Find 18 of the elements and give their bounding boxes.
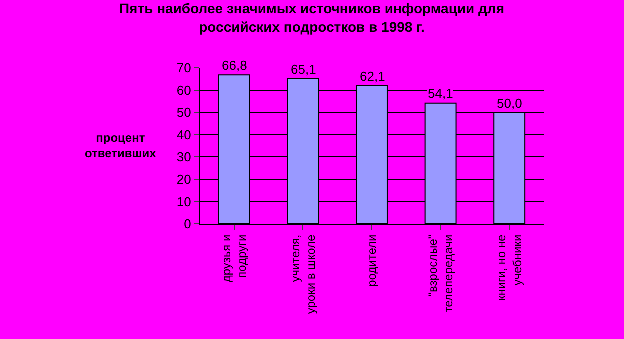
y-tick-label: 40 <box>176 127 192 142</box>
data-label: 50,0 <box>497 96 522 111</box>
y-axis-title: процент ответивших <box>85 131 157 161</box>
x-tick-label: друзья и подруги <box>220 234 250 283</box>
data-label: 62,1 <box>360 69 386 84</box>
data-label: 66,8 <box>222 58 248 73</box>
chart-title: Пять наиболее значимых источников информации для российских подростков в 1998 г. <box>119 0 505 35</box>
y-tick-label: 0 <box>184 216 192 232</box>
y-tick-label: 10 <box>176 194 192 210</box>
y-tick-label: 50 <box>176 105 192 120</box>
data-label: 65,1 <box>291 62 316 77</box>
y-tick-label: 20 <box>176 172 192 187</box>
x-tick-label: книги, но не учебники <box>494 234 524 302</box>
x-tick-label: родители <box>364 234 379 287</box>
y-tick-label: 60 <box>176 82 192 98</box>
y-tick-label: 70 <box>176 60 192 76</box>
y-tick-label: 30 <box>176 150 192 165</box>
data-label: 54,1 <box>428 86 454 101</box>
